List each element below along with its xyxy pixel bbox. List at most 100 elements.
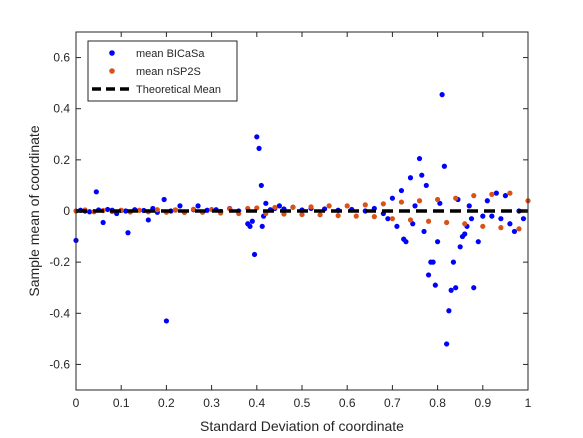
- data-point-series-1-64: [416, 155, 423, 162]
- x-tick-label: 0.9: [474, 396, 491, 410]
- data-point-series-1-91: [484, 198, 490, 204]
- data-point-series-1-73: [437, 200, 443, 206]
- axes: 0 0.1 0.2 0.3 0.4 0.5 0.6 0.7 0.8 0.9 1 -0.6 -0.4 -0.…: [49, 31, 532, 410]
- data-point-series-1-80: [453, 285, 459, 291]
- data-point-series-1-41: [263, 200, 269, 206]
- data-point-series-2-49: [516, 226, 522, 232]
- legend-marker-series-2: [109, 68, 115, 74]
- data-point-series-2-36: [398, 199, 405, 205]
- data-point-series-1-3: [86, 209, 93, 215]
- data-point-series-1-79: [450, 259, 457, 265]
- data-point-series-1-33: [247, 223, 253, 229]
- data-point-series-1-89: [475, 239, 481, 245]
- data-point-series-1-88: [471, 285, 477, 291]
- data-point-series-1-61: [407, 175, 414, 181]
- data-point-series-1-68: [425, 272, 432, 278]
- data-point-series-1-37: [256, 145, 262, 151]
- data-point-series-2-28: [326, 203, 332, 209]
- data-point-series-1-39: [259, 223, 265, 229]
- x-axis-label: Standard Deviation of coordinate: [200, 418, 404, 434]
- data-point-series-2-25: [299, 211, 305, 218]
- legend-label-series-3: Theoretical Mean: [136, 84, 221, 96]
- data-point-series-2-31: [353, 213, 359, 219]
- data-point-series-1-95: [502, 193, 508, 199]
- data-point-series-2-47: [498, 225, 504, 231]
- data-point-series-1-71: [432, 282, 438, 288]
- x-tick-label: 0.3: [203, 396, 220, 410]
- data-point-series-2-9: [154, 207, 160, 213]
- data-point-series-1-58: [398, 187, 405, 194]
- data-point-series-2-33: [371, 214, 377, 220]
- x-tick-label: 0.2: [158, 396, 175, 410]
- data-point-series-1-25: [195, 203, 201, 209]
- data-point-series-2-40: [435, 196, 441, 203]
- data-point-series-1-82: [457, 244, 463, 250]
- legend-marker-series-1: [109, 50, 115, 56]
- data-point-series-2-42: [453, 195, 459, 201]
- x-tick-label: 0.4: [248, 396, 265, 410]
- data-point-series-1-90: [480, 213, 486, 219]
- x-tick-label: 0.1: [113, 396, 130, 410]
- data-point-series-1-6: [100, 219, 106, 226]
- data-point-series-1-75: [441, 163, 447, 169]
- data-point-series-2-29: [335, 213, 341, 219]
- data-point-series-1-4: [93, 189, 99, 195]
- data-point-series-1-36: [254, 134, 260, 140]
- data-point-series-1-70: [430, 259, 436, 265]
- data-point-series-1-74: [439, 92, 445, 98]
- data-point-series-2-48: [507, 190, 513, 196]
- data-point-series-1-57: [394, 223, 400, 229]
- data-point-series-1-77: [446, 308, 452, 314]
- data-point-series-1-67: [423, 182, 429, 189]
- data-point-series-1-86: [466, 203, 472, 209]
- data-point-series-1-19: [163, 318, 169, 324]
- y-tick-label: 0: [63, 204, 70, 218]
- data-point-series-1-15: [145, 217, 151, 223]
- data-point-series-2-23: [281, 211, 287, 217]
- data-point-series-2-13: [190, 206, 197, 212]
- data-point-series-2-37: [407, 217, 414, 223]
- data-point-series-1-12: [125, 230, 131, 236]
- legend-label-series-2: mean nSP2S: [136, 66, 201, 78]
- data-point-series-2-38: [416, 198, 423, 204]
- data-point-series-1-38: [258, 182, 264, 189]
- data-point-series-1-66: [421, 228, 427, 235]
- data-point-series-2-43: [462, 221, 468, 227]
- plot-area: [73, 92, 531, 347]
- data-point-series-1-18: [161, 196, 167, 203]
- x-tick-label: 1: [525, 396, 532, 410]
- data-point-series-1-78: [448, 287, 454, 293]
- data-point-series-1-34: [249, 218, 255, 224]
- data-point-series-1-63: [412, 203, 418, 209]
- data-point-series-1-55: [385, 216, 391, 222]
- data-point-series-2-30: [344, 203, 350, 209]
- data-point-series-2-44: [471, 193, 477, 199]
- x-tick-label: 0.8: [429, 396, 446, 410]
- x-tick-label: 0.6: [339, 396, 356, 410]
- data-point-series-2-11: [172, 207, 179, 213]
- data-point-series-2-27: [317, 212, 323, 218]
- data-point-series-2-22: [272, 204, 278, 211]
- y-tick-label: -0.4: [49, 306, 70, 320]
- legend-label-series-1: mean BICaSa: [136, 48, 205, 60]
- y-tick-label: 0.2: [53, 153, 70, 167]
- data-point-series-2-20: [254, 205, 260, 211]
- data-point-series-1-7: [105, 206, 111, 213]
- data-point-series-1-94: [498, 216, 504, 222]
- data-point-series-1-93: [493, 190, 499, 196]
- data-point-series-1-65: [419, 172, 425, 178]
- data-point-series-2-39: [425, 218, 432, 224]
- data-point-series-2-35: [389, 216, 395, 222]
- data-point-series-1-72: [435, 239, 441, 245]
- data-point-series-2-32: [362, 202, 368, 208]
- data-point-series-1-92: [489, 213, 495, 219]
- x-tick-label: 0: [73, 396, 80, 410]
- data-point-series-1-84: [462, 231, 468, 237]
- data-point-series-1-96: [507, 221, 513, 227]
- legend: mean BICaSa mean nSP2S Theoretical Mean: [87, 40, 238, 102]
- y-tick-label: 0.6: [53, 51, 70, 65]
- y-tick-label: -0.6: [49, 357, 70, 371]
- data-point-series-1-44: [276, 203, 282, 209]
